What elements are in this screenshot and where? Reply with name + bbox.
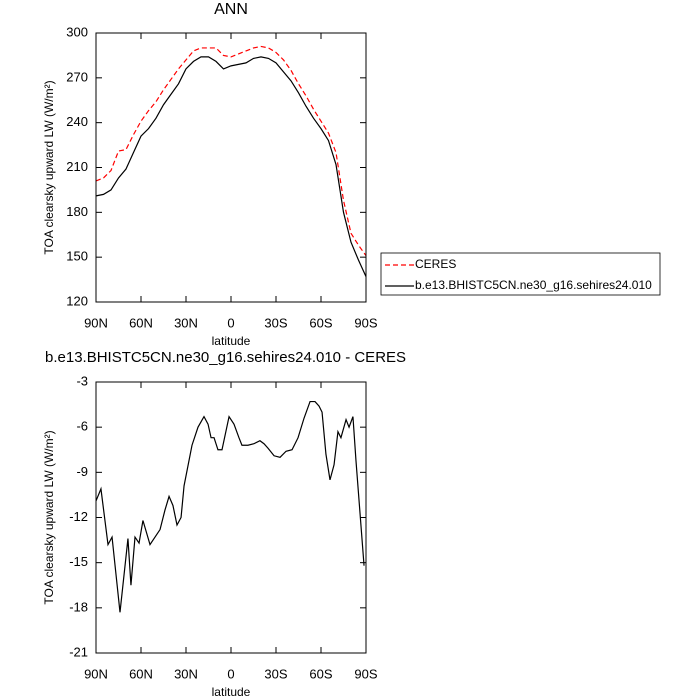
x-tick-label: 60S [309, 315, 332, 330]
y-tick-label: 150 [66, 249, 88, 264]
y-tick-label: 270 [66, 69, 88, 84]
y-tick-label: -6 [76, 419, 88, 434]
data-line [95, 400, 365, 613]
y-tick-label: -3 [76, 373, 88, 388]
chart-title: ANN [214, 1, 248, 18]
legend-label: CERES [415, 257, 456, 271]
x-tick-label: 30S [264, 666, 287, 681]
x-axis-label: latitude [212, 334, 251, 348]
x-tick-label: 60S [309, 666, 332, 681]
legend-box [380, 252, 661, 296]
y-tick-label: -15 [69, 554, 88, 569]
y-tick-label: 300 [66, 24, 88, 39]
x-tick-label: 60N [129, 666, 153, 681]
x-tick-label: 90S [354, 315, 377, 330]
legend: CERES b.e13.BHISTC5CN.ne30_g16.sehires24.… [380, 252, 661, 296]
x-tick-label: 60N [129, 315, 153, 330]
y-tick-label: 210 [66, 159, 88, 174]
legend-label: b.e13.BHISTC5CN.ne30_g16.sehires24.010 [415, 278, 652, 292]
x-tick-label: 30S [264, 315, 287, 330]
y-tick-label: 240 [66, 114, 88, 129]
y-tick-label: -21 [69, 644, 88, 659]
x-tick-label: 30N [174, 666, 198, 681]
x-tick-label: 90S [354, 666, 377, 681]
data-line [95, 45, 367, 257]
x-tick-label: 0 [227, 315, 234, 330]
plot-frame [95, 381, 367, 654]
y-tick-label: 120 [66, 293, 88, 308]
x-tick-label: 0 [227, 666, 234, 681]
y-axis-label: TOA clearsky upward LW (W/m²) [42, 430, 56, 604]
plot-frame [95, 32, 367, 303]
y-tick-label: -12 [69, 509, 88, 524]
x-tick-label: 90N [84, 315, 108, 330]
y-tick-label: 180 [66, 204, 88, 219]
x-tick-label: 30N [174, 315, 198, 330]
data-line [95, 56, 367, 277]
chart-title: b.e13.BHISTC5CN.ne30_g16.sehires24.010 -… [45, 349, 406, 366]
y-axis-label: TOA clearsky upward LW (W/m²) [42, 80, 56, 254]
x-tick-label: 90N [84, 666, 108, 681]
x-axis-label: latitude [212, 685, 251, 699]
y-tick-label: -18 [69, 599, 88, 614]
y-tick-label: -9 [76, 464, 88, 479]
